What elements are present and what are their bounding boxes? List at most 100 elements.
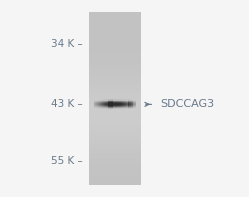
Bar xyxy=(106,105,108,106)
Bar xyxy=(104,108,105,109)
Bar xyxy=(124,108,125,109)
Bar xyxy=(130,106,132,107)
Bar xyxy=(128,100,129,101)
Bar xyxy=(120,104,121,105)
Bar xyxy=(120,104,121,105)
Bar xyxy=(109,108,111,109)
Bar xyxy=(113,109,114,110)
Bar xyxy=(112,105,113,106)
Bar xyxy=(110,100,112,101)
Bar xyxy=(89,23,141,27)
Bar xyxy=(117,99,118,100)
Bar xyxy=(89,38,141,41)
Bar xyxy=(96,107,97,108)
Bar xyxy=(105,100,106,101)
Bar xyxy=(101,107,102,108)
Bar xyxy=(130,101,132,102)
Bar xyxy=(132,102,134,103)
Bar xyxy=(99,101,100,102)
Bar xyxy=(132,100,134,101)
Bar xyxy=(107,102,109,103)
Bar xyxy=(126,100,127,101)
Bar xyxy=(98,102,99,103)
Bar xyxy=(135,101,136,102)
Bar xyxy=(108,101,110,102)
Bar xyxy=(126,105,127,106)
Bar xyxy=(108,104,110,105)
Bar xyxy=(117,105,118,106)
Bar xyxy=(113,101,114,102)
Bar xyxy=(120,102,121,103)
Bar xyxy=(125,101,126,102)
Bar xyxy=(96,107,97,108)
Bar xyxy=(98,107,99,108)
Bar xyxy=(99,100,100,101)
Bar xyxy=(99,106,100,107)
Bar xyxy=(133,107,135,108)
Bar xyxy=(97,100,98,101)
Bar xyxy=(113,107,114,108)
Bar xyxy=(100,108,101,109)
Bar xyxy=(89,135,141,139)
Bar xyxy=(118,105,119,106)
Bar xyxy=(108,102,110,103)
Bar xyxy=(114,99,115,100)
Bar xyxy=(128,106,129,107)
Bar xyxy=(124,106,125,107)
Bar xyxy=(126,99,127,100)
Bar xyxy=(100,101,101,102)
Bar xyxy=(102,104,103,105)
Bar xyxy=(109,106,111,107)
Bar xyxy=(131,107,133,108)
Bar xyxy=(128,108,129,109)
Bar xyxy=(98,108,99,109)
Bar xyxy=(112,99,113,100)
Bar xyxy=(132,107,134,108)
Bar xyxy=(120,108,121,109)
Bar xyxy=(117,100,118,101)
Bar xyxy=(112,102,113,103)
Bar xyxy=(119,105,120,106)
Bar xyxy=(103,107,104,108)
Bar xyxy=(128,107,129,108)
Text: SDCCAG3: SDCCAG3 xyxy=(160,99,215,109)
Bar xyxy=(133,100,135,101)
Bar xyxy=(125,107,126,108)
Bar xyxy=(125,100,126,101)
Bar xyxy=(128,101,129,102)
Bar xyxy=(89,110,141,113)
Bar xyxy=(129,99,131,100)
Bar xyxy=(122,100,123,101)
Bar xyxy=(95,100,96,101)
Bar xyxy=(89,15,141,18)
Bar xyxy=(109,108,111,109)
Bar xyxy=(103,103,104,104)
Bar xyxy=(119,100,120,101)
Bar xyxy=(117,101,118,102)
Bar xyxy=(109,99,111,100)
Bar xyxy=(105,106,106,107)
Bar xyxy=(101,105,102,106)
Bar xyxy=(94,104,95,105)
Bar xyxy=(117,106,118,107)
Bar xyxy=(117,109,118,110)
Bar xyxy=(113,101,114,102)
Bar xyxy=(131,102,133,103)
Bar xyxy=(133,105,135,106)
Bar xyxy=(125,103,126,104)
Bar xyxy=(95,102,96,103)
Bar xyxy=(121,107,122,108)
Bar xyxy=(123,108,124,109)
Bar xyxy=(117,104,118,105)
Bar xyxy=(89,64,141,67)
Bar xyxy=(106,101,108,102)
Bar xyxy=(97,106,98,107)
Bar xyxy=(122,106,123,107)
Bar xyxy=(132,102,134,103)
Bar xyxy=(133,100,135,101)
Bar xyxy=(124,104,125,105)
Bar xyxy=(118,104,119,105)
Bar xyxy=(98,105,99,106)
Bar xyxy=(131,101,133,102)
Bar xyxy=(121,101,122,102)
